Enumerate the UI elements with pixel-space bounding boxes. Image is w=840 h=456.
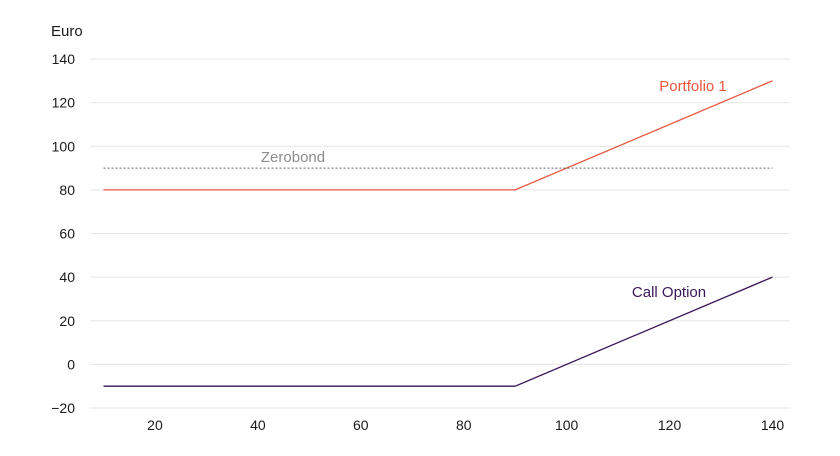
- x-tick-label: 140: [761, 417, 785, 433]
- x-tick-label: 60: [353, 417, 369, 433]
- y-axis: −20 0 20 40 60 80 100 120 140: [51, 51, 75, 416]
- series-label-zerobond: Zerobond: [261, 149, 325, 166]
- y-tick-label: 20: [59, 313, 75, 329]
- y-tick-label: 0: [67, 356, 75, 372]
- series-label-call-option: Call Option: [632, 284, 706, 301]
- x-tick-label: 80: [456, 417, 472, 433]
- series-line-portfolio-1: [103, 80, 773, 191]
- y-tick-label: 120: [52, 95, 76, 111]
- y-tick-label: 140: [52, 51, 76, 67]
- x-axis: 20 40 60 80 100 120 140: [147, 417, 784, 433]
- x-tick-label: 100: [555, 417, 579, 433]
- x-tick-label: 20: [147, 417, 163, 433]
- gridlines: [90, 58, 790, 409]
- y-tick-label: −20: [51, 400, 75, 416]
- series-labels: Portfolio 1 Zerobond Call Option: [261, 78, 727, 301]
- y-tick-label: 80: [59, 182, 75, 198]
- y-tick-label: 100: [52, 138, 76, 154]
- series-label-portfolio-1: Portfolio 1: [659, 78, 727, 95]
- x-tick-label: 40: [250, 417, 266, 433]
- series-lines: [103, 80, 773, 387]
- y-tick-label: 60: [59, 226, 75, 242]
- y-axis-unit-label: Euro: [51, 23, 83, 40]
- x-tick-label: 120: [658, 417, 682, 433]
- y-tick-label: 40: [59, 269, 75, 285]
- series-line-call-option: [103, 276, 773, 387]
